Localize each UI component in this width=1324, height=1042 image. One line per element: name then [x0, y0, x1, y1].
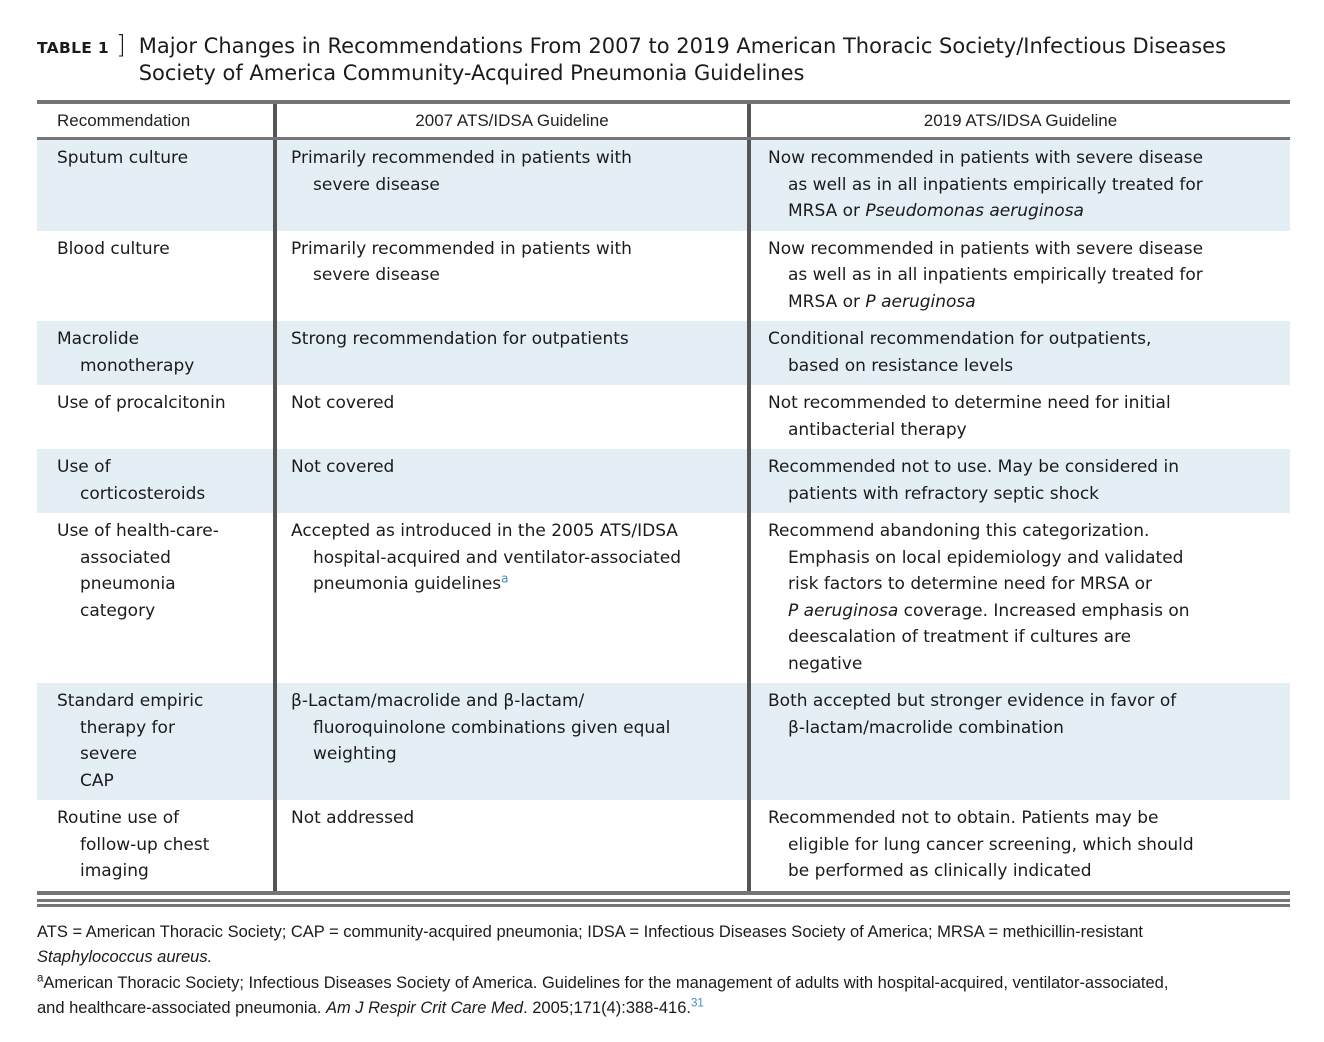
- reference-superscript[interactable]: a: [501, 571, 509, 586]
- footnote-marker: a: [37, 972, 44, 984]
- cell-2007-guideline: Primarily recommended in patients with s…: [273, 140, 747, 231]
- cell-recommendation: Standard empiric therapy for severe CAP: [57, 691, 204, 791]
- cell-2019-guideline: Recommended not to use. May be considere…: [747, 449, 1290, 513]
- footnote-a-reference: aAmerican Thoracic Society; Infectious D…: [37, 972, 1169, 1017]
- column-header-recommendation: Recommendation: [57, 111, 191, 130]
- abbreviations-note: ATS = American Thoracic Society; CAP = c…: [37, 922, 1143, 967]
- cell-2019-guideline: Conditional recommendation for outpatien…: [747, 321, 1290, 385]
- cell-2019-guideline: Recommended not to obtain. Patients may …: [747, 800, 1290, 891]
- cell-2019-guideline: Now recommended in patients with severe …: [747, 140, 1290, 231]
- guidelines-comparison-table: Recommendation 2007 ATS/IDSA Guideline 2…: [37, 100, 1290, 895]
- column-header-2019-guideline: 2019 ATS/IDSA Guideline: [747, 104, 1290, 137]
- table-footnotes: ATS = American Thoracic Society; CAP = c…: [37, 920, 1290, 1022]
- table-row: Use of health-care- associated pneumonia…: [37, 513, 1290, 683]
- cell-recommendation: Use of corticosteroids: [57, 457, 206, 504]
- cell-recommendation: Sputum culture: [57, 148, 189, 168]
- cell-2007-guideline: Accepted as introduced in the 2005 ATS/I…: [273, 513, 747, 683]
- table-row: Use of corticosteroids Not covered Recomme…: [37, 449, 1290, 513]
- cell-2019-guideline: Not recommended to determine need for in…: [747, 385, 1290, 449]
- cell-2007-guideline: β-Lactam/macrolide and β-lactam/ fluoroq…: [273, 683, 747, 800]
- table-body: Sputum culture Primarily recommended in p…: [37, 140, 1290, 891]
- cell-2019-guideline: Recommend abandoning this categorization…: [747, 513, 1290, 683]
- table-row: Sputum culture Primarily recommended in p…: [37, 140, 1290, 231]
- table-row: Standard empiric therapy for severe CAP β…: [37, 683, 1290, 800]
- cell-2007-guideline: Not covered: [273, 385, 747, 449]
- table-caption: TABLE 1 ] Major Changes in Recommendatio…: [37, 30, 1290, 87]
- cell-2007-guideline: Not covered: [273, 449, 747, 513]
- cell-recommendation: Routine use of follow-up chest imaging: [57, 808, 210, 881]
- table-row: Blood culture Primarily recommended in pa…: [37, 230, 1290, 321]
- table-label: TABLE 1: [37, 39, 109, 57]
- cell-2007-guideline: Strong recommendation for outpatients: [273, 321, 747, 385]
- cell-2019-guideline: Now recommended in patients with severe …: [747, 230, 1290, 321]
- table-row: Macrolide monotherapy Strong recommendati…: [37, 321, 1290, 385]
- caption-bracket-glyph: ]: [115, 30, 126, 59]
- table-title: Major Changes in Recommendations From 20…: [138, 34, 1227, 85]
- cell-recommendation: Macrolide monotherapy: [57, 329, 195, 376]
- cell-2007-guideline: Primarily recommended in patients with s…: [273, 230, 747, 321]
- cell-recommendation: Blood culture: [57, 238, 170, 259]
- column-header-2007-guideline: 2007 ATS/IDSA Guideline: [273, 104, 747, 137]
- cell-2007-guideline: Not addressed: [273, 800, 747, 891]
- reference-superscript[interactable]: 31: [690, 997, 704, 1010]
- table-row: Use of procalcitonin Not covered Not recom…: [37, 385, 1290, 449]
- table-header-row: Recommendation 2007 ATS/IDSA Guideline 2…: [37, 104, 1290, 140]
- cell-recommendation: Use of health-care- associated pneumonia…: [57, 521, 219, 621]
- table-row: Routine use of follow-up chest imaging No…: [37, 800, 1290, 891]
- cell-recommendation: Use of procalcitonin: [57, 393, 226, 413]
- cell-2019-guideline: Both accepted but stronger evidence in f…: [747, 683, 1290, 800]
- table-bottom-double-rule: [37, 898, 1290, 907]
